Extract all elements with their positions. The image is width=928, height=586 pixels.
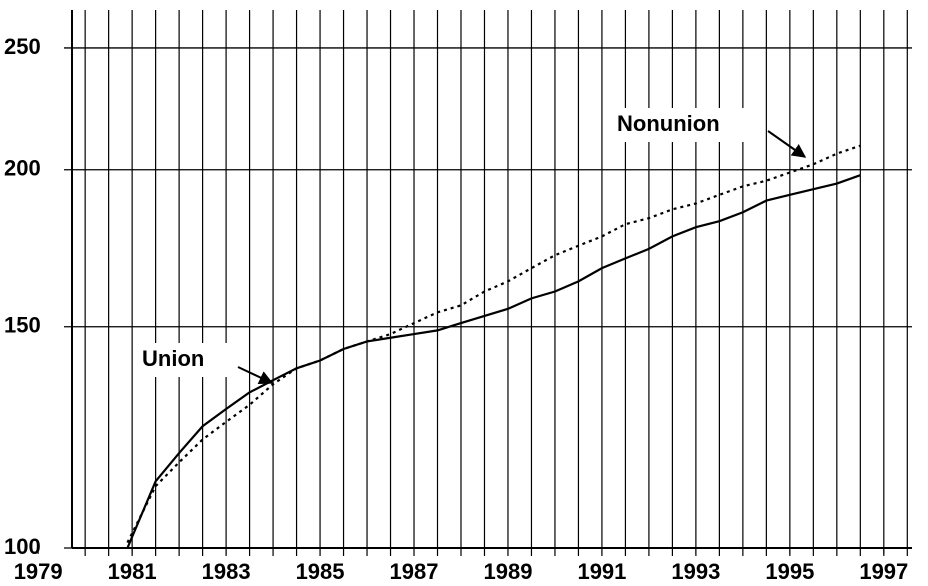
y-tick-label: 200: [4, 156, 41, 181]
x-tick-label: 1985: [296, 559, 345, 584]
x-tick-label: 1989: [483, 559, 532, 584]
x-tick-label: 1993: [671, 559, 720, 584]
label-bg: [614, 108, 764, 142]
y-tick-label: 100: [4, 534, 41, 559]
x-tick-label: 1995: [765, 559, 814, 584]
grid: 100 150 200 250 1979 1981 1983 1985 1987 1989 1991…: [4, 10, 912, 584]
arrow: [237, 366, 274, 384]
x-tick-label: 1983: [202, 559, 251, 584]
arrow: [767, 130, 807, 158]
series-line: [126, 174, 861, 549]
lines: [126, 144, 861, 549]
label-bg: [138, 343, 230, 377]
annotation: Union: [142, 346, 204, 371]
x-tick-label: 1981: [108, 559, 157, 584]
x-tick-label: 1997: [859, 559, 908, 584]
x-tick-label: 1991: [577, 559, 626, 584]
y-tick-label: 150: [4, 313, 41, 338]
y-tick-label: 250: [4, 34, 41, 59]
series-line: [126, 144, 861, 544]
x-tick-label: 1979: [14, 559, 63, 584]
annotation: Nonunion: [617, 111, 720, 136]
x-tick-label: 1987: [390, 559, 439, 584]
